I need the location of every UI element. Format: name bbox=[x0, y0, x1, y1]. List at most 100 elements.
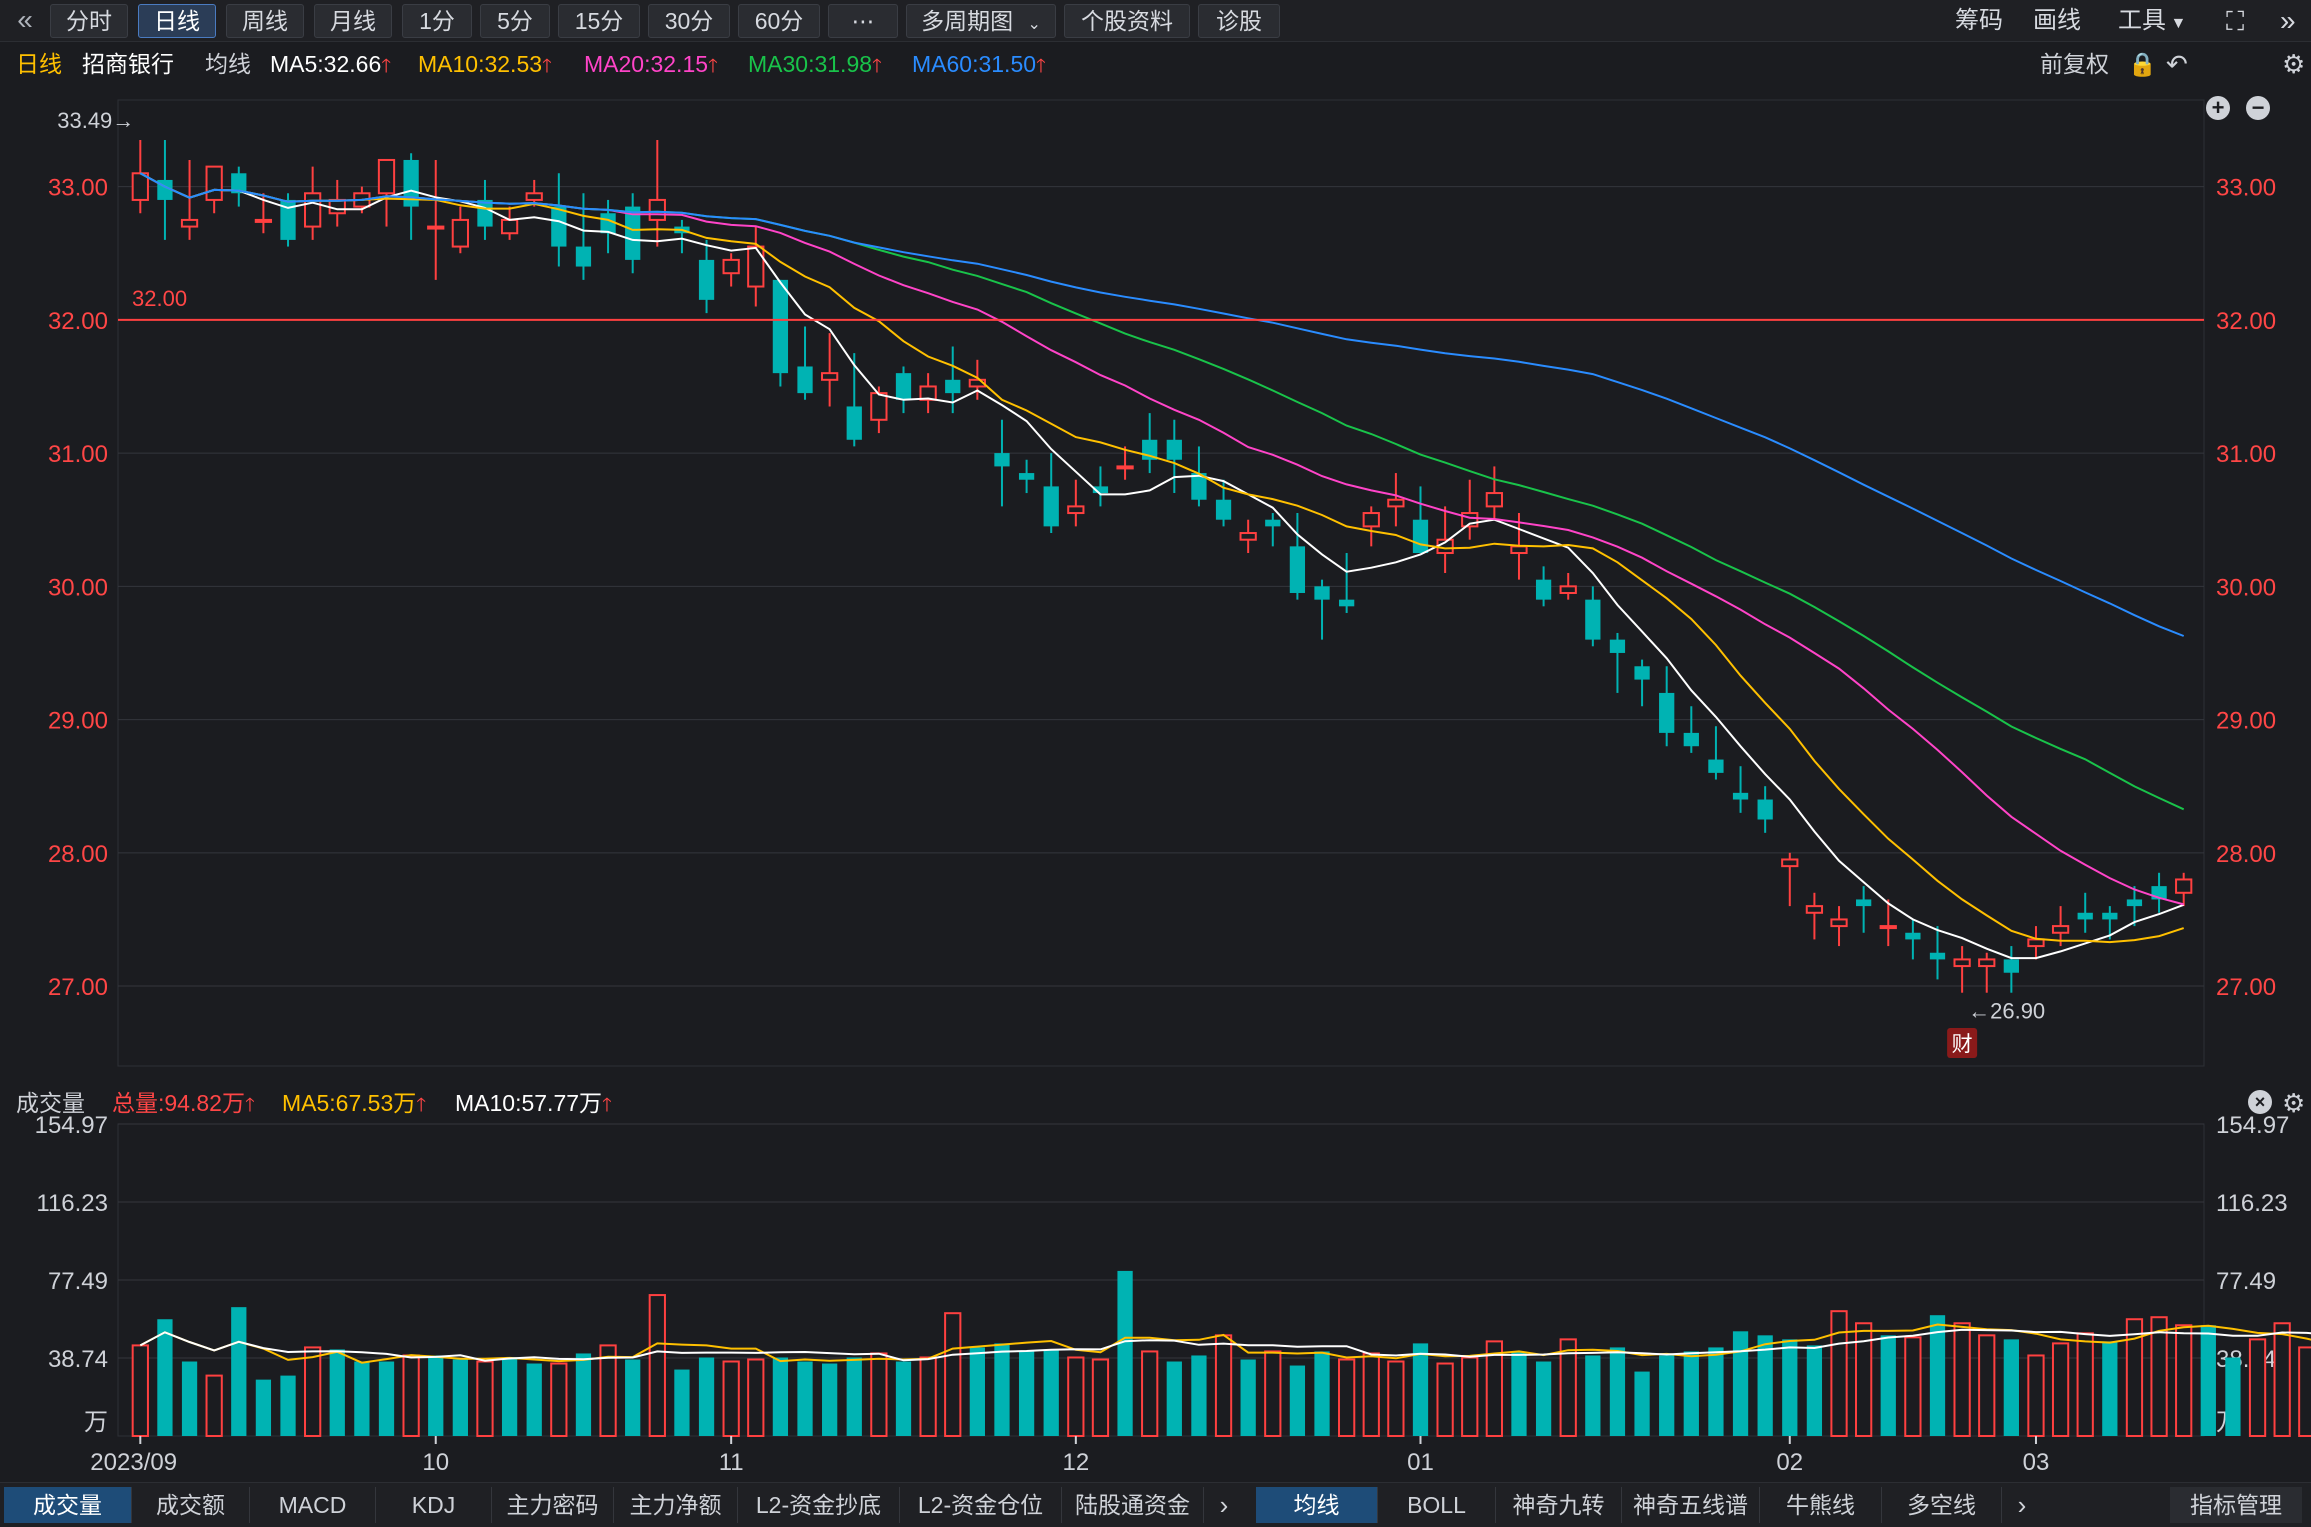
tab-kdj[interactable]: KDJ bbox=[376, 1487, 492, 1523]
tab-magic-nine[interactable]: 神奇九转 bbox=[1496, 1487, 1622, 1523]
tab-weekly[interactable]: 周线 bbox=[226, 4, 304, 38]
candle-body bbox=[1953, 958, 1971, 968]
price-tick-label: 31.00 bbox=[48, 441, 108, 468]
volume-tick-label: 38.74 bbox=[48, 1346, 108, 1373]
volume-title[interactable]: 成交量 bbox=[16, 1090, 85, 1116]
volume-bar bbox=[944, 1312, 962, 1437]
kline-chart[interactable]: 27.00 28.00 29.00 30.00 31.00 32.00 33.00 27.0… bbox=[0, 84, 2311, 1482]
tab-volume[interactable]: 成交量 bbox=[4, 1487, 132, 1523]
tab-northbound[interactable]: 陆股通资金 bbox=[1062, 1487, 1204, 1523]
tab-main-net[interactable]: 主力净额 bbox=[614, 1487, 738, 1523]
candle-body bbox=[403, 159, 419, 207]
multi-period-dropdown[interactable]: 多周期图 ⌄ bbox=[906, 4, 1056, 38]
tab-main-code[interactable]: 主力密码 bbox=[492, 1487, 614, 1523]
close-indicator-icon[interactable]: × bbox=[2248, 1090, 2272, 1114]
tab-5min[interactable]: 5分 bbox=[480, 4, 550, 38]
tab-long-short[interactable]: 多空线 bbox=[1882, 1487, 2002, 1523]
zoom-in-icon[interactable]: + bbox=[2206, 96, 2230, 120]
volume-ma10: MA10:57.77万🡑 bbox=[455, 1090, 612, 1116]
tab-l2-bottom[interactable]: L2-资金抄底 bbox=[738, 1487, 900, 1523]
low-annotation: ←26.90 bbox=[1968, 999, 2045, 1024]
volume-bar bbox=[2248, 1338, 2267, 1437]
chips-button[interactable]: 筹码 bbox=[1955, 7, 2003, 34]
volume-bar bbox=[157, 1319, 173, 1436]
tab-l2-position[interactable]: L2-资金仓位 bbox=[900, 1487, 1062, 1523]
volume-bar bbox=[1289, 1365, 1306, 1436]
volume-bar bbox=[1117, 1270, 1133, 1436]
tab-macd[interactable]: MACD bbox=[250, 1487, 376, 1523]
candle-body bbox=[722, 258, 740, 275]
candle-body bbox=[2102, 912, 2118, 920]
ma5-line bbox=[139, 172, 2185, 960]
undo-icon[interactable]: ↶ bbox=[2166, 49, 2188, 79]
tab-monthly[interactable]: 月线 bbox=[314, 4, 392, 38]
ma10-line bbox=[139, 172, 2185, 944]
chevron-right-icon[interactable]: › bbox=[1219, 1490, 1229, 1520]
candle-body bbox=[328, 198, 346, 215]
zoom-out-icon[interactable]: − bbox=[2246, 96, 2270, 120]
volume-ma5-line bbox=[139, 1323, 2311, 1364]
stock-profile-button[interactable]: 个股资料 bbox=[1064, 4, 1190, 38]
volume-bar bbox=[1953, 1322, 1971, 1438]
candle-body bbox=[304, 192, 322, 228]
volume-bar bbox=[1338, 1358, 1356, 1437]
fullscreen-icon[interactable]: ⛶ bbox=[2226, 6, 2245, 36]
tab-timeshare[interactable]: 分时 bbox=[50, 4, 128, 38]
candles bbox=[131, 139, 2193, 993]
tab-1min[interactable]: 1分 bbox=[402, 4, 472, 38]
volume-bar bbox=[2003, 1339, 2019, 1436]
volume-tick-label: 77.49 bbox=[2216, 1268, 2276, 1295]
collapse-double-chevron-left-icon[interactable]: « bbox=[17, 4, 33, 35]
tab-60min[interactable]: 60分 bbox=[738, 4, 820, 38]
volume-bar bbox=[1855, 1322, 1873, 1438]
up-arrow-icon: 🡑 bbox=[416, 1095, 427, 1116]
candle-body bbox=[525, 192, 543, 201]
volume-bar bbox=[255, 1379, 272, 1436]
tab-ma[interactable]: 均线 bbox=[1256, 1487, 1378, 1523]
price-tick-label: 27.00 bbox=[2216, 974, 2276, 1001]
volume-bar bbox=[550, 1362, 568, 1438]
tab-30min[interactable]: 30分 bbox=[648, 4, 730, 38]
candle-body bbox=[1191, 473, 1207, 500]
volume-bar bbox=[2225, 1357, 2241, 1436]
candle-body bbox=[1585, 599, 1601, 640]
tools-menu[interactable]: 工具 ▼ bbox=[2118, 4, 2186, 38]
volume-bar bbox=[1461, 1356, 1479, 1437]
ma-title[interactable]: 均线 bbox=[205, 51, 251, 77]
candle-body bbox=[1978, 958, 1996, 968]
diagnose-stock-button[interactable]: 诊股 bbox=[1198, 4, 1280, 38]
tab-magic-five[interactable]: 神奇五线谱 bbox=[1622, 1487, 1760, 1523]
chevron-right-icon[interactable]: › bbox=[2017, 1490, 2027, 1520]
volume-bar bbox=[846, 1357, 862, 1436]
up-arrow-icon: 🡑 bbox=[872, 56, 882, 77]
volume-gear-icon[interactable]: ⚙ bbox=[2282, 1088, 2306, 1118]
candle-body bbox=[1092, 486, 1109, 494]
tab-turnover[interactable]: 成交额 bbox=[132, 1487, 250, 1523]
volume-bar bbox=[1362, 1352, 1380, 1437]
indicator-manage-button[interactable]: 指标管理 bbox=[2170, 1487, 2302, 1523]
up-arrow-icon: 🡑 bbox=[542, 56, 552, 77]
tab-boll[interactable]: BOLL bbox=[1378, 1487, 1496, 1523]
volume-bar bbox=[378, 1361, 395, 1436]
tab-bull-bear[interactable]: 牛熊线 bbox=[1760, 1487, 1882, 1523]
candle-body bbox=[945, 379, 961, 394]
adjust-mode[interactable]: 前复权 bbox=[2040, 51, 2109, 77]
candle-body bbox=[451, 218, 469, 248]
candle-body bbox=[254, 218, 273, 223]
candle-body bbox=[1067, 505, 1085, 515]
volume-bar bbox=[1387, 1360, 1405, 1438]
candle-body bbox=[1659, 692, 1675, 733]
gear-icon[interactable]: ⚙ bbox=[2282, 49, 2306, 79]
tab-15min[interactable]: 15分 bbox=[558, 4, 640, 38]
date-tick-label: 01 bbox=[1407, 1449, 1434, 1476]
volume-bar bbox=[1757, 1335, 1773, 1436]
double-chevron-right-icon[interactable]: » bbox=[2280, 5, 2296, 36]
lock-icon[interactable]: 🔒 bbox=[2128, 51, 2157, 77]
candle-body bbox=[1314, 586, 1330, 600]
candle-body bbox=[1781, 858, 1799, 868]
volume-bar bbox=[747, 1358, 765, 1437]
candle-body bbox=[1043, 486, 1059, 527]
more-periods-button[interactable]: ⋯ bbox=[828, 4, 898, 38]
tab-daily[interactable]: 日线 bbox=[138, 4, 216, 38]
draw-line-button[interactable]: 画线 bbox=[2033, 7, 2081, 34]
